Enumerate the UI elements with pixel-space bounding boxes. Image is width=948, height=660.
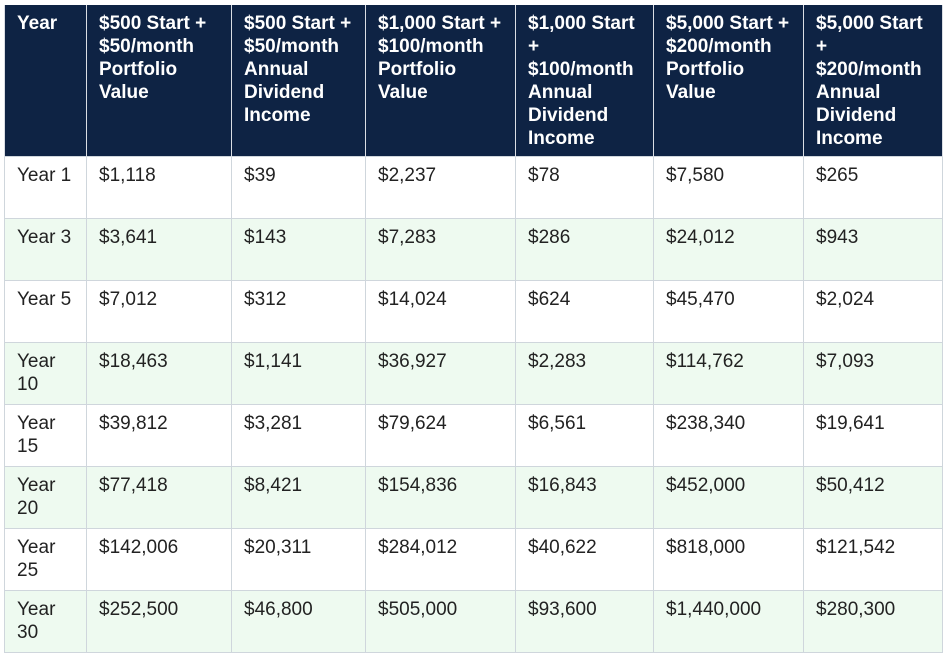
- cell-year: Year 5: [4, 280, 87, 343]
- table-cell: $77,418: [86, 466, 232, 529]
- header-1000-portfolio-value: $1,000 Start + $100/month Portfolio Valu…: [365, 5, 516, 157]
- table-row: Year 25 $142,006 $20,311 $284,012 $40,62…: [4, 528, 943, 591]
- table-cell: $45,470: [653, 280, 804, 343]
- header-1000-annual-dividend-income: $1,000 Start + $100/month Annual Dividen…: [515, 5, 654, 157]
- header-5000-portfolio-value: $5,000 Start + $200/month Portfolio Valu…: [653, 5, 804, 157]
- table-row: Year 15 $39,812 $3,281 $79,624 $6,561 $2…: [4, 404, 943, 467]
- table-cell: $284,012: [365, 528, 516, 591]
- table-cell: $39: [231, 156, 366, 219]
- table-cell: $18,463: [86, 342, 232, 405]
- table-cell: $46,800: [231, 590, 366, 653]
- table-cell: $624: [515, 280, 654, 343]
- table-cell: $1,440,000: [653, 590, 804, 653]
- table-row: Year 30 $252,500 $46,800 $505,000 $93,60…: [4, 590, 943, 653]
- table-cell: $7,283: [365, 218, 516, 281]
- table-cell: $20,311: [231, 528, 366, 591]
- table-cell: $36,927: [365, 342, 516, 405]
- table-cell: $143: [231, 218, 366, 281]
- table-cell: $78: [515, 156, 654, 219]
- cell-year: Year 20: [4, 466, 87, 529]
- table-cell: $2,283: [515, 342, 654, 405]
- header-5000-annual-dividend-income: $5,000 Start + $200/month Annual Dividen…: [803, 5, 943, 157]
- table-cell: $280,300: [803, 590, 943, 653]
- table-cell: $2,237: [365, 156, 516, 219]
- cell-year: Year 25: [4, 528, 87, 591]
- table-row: Year 3 $3,641 $143 $7,283 $286 $24,012 $…: [4, 218, 943, 281]
- table-cell: $265: [803, 156, 943, 219]
- table-cell: $1,141: [231, 342, 366, 405]
- table-cell: $818,000: [653, 528, 804, 591]
- cell-year: Year 3: [4, 218, 87, 281]
- table-row: Year 10 $18,463 $1,141 $36,927 $2,283 $1…: [4, 342, 943, 405]
- dividend-growth-table-container: Year $500 Start + $50/month Portfolio Va…: [4, 5, 943, 657]
- table-cell: $24,012: [653, 218, 804, 281]
- table-cell: $3,641: [86, 218, 232, 281]
- table-cell: $7,012: [86, 280, 232, 343]
- header-500-portfolio-value: $500 Start + $50/month Portfolio Value: [86, 5, 232, 157]
- table-cell: $39,812: [86, 404, 232, 467]
- table-cell: $40,622: [515, 528, 654, 591]
- table-cell: $14,024: [365, 280, 516, 343]
- table-cell: $2,024: [803, 280, 943, 343]
- table-body: Year 1 $1,118 $39 $2,237 $78 $7,580 $265…: [4, 156, 943, 653]
- header-500-annual-dividend-income: $500 Start + $50/month Annual Dividend I…: [231, 5, 366, 157]
- table-cell: $1,118: [86, 156, 232, 219]
- table-cell: $286: [515, 218, 654, 281]
- cell-year: Year 30: [4, 590, 87, 653]
- table-cell: $19,641: [803, 404, 943, 467]
- table-cell: $154,836: [365, 466, 516, 529]
- table-header: Year $500 Start + $50/month Portfolio Va…: [4, 5, 943, 157]
- table-row: Year 20 $77,418 $8,421 $154,836 $16,843 …: [4, 466, 943, 529]
- header-year: Year: [4, 5, 87, 157]
- table-cell: $6,561: [515, 404, 654, 467]
- table-cell: $252,500: [86, 590, 232, 653]
- table-cell: $121,542: [803, 528, 943, 591]
- table-cell: $7,580: [653, 156, 804, 219]
- header-row: Year $500 Start + $50/month Portfolio Va…: [4, 5, 943, 157]
- table-cell: $238,340: [653, 404, 804, 467]
- cell-year: Year 15: [4, 404, 87, 467]
- table-cell: $50,412: [803, 466, 943, 529]
- table-cell: $93,600: [515, 590, 654, 653]
- table-cell: $142,006: [86, 528, 232, 591]
- table-cell: $943: [803, 218, 943, 281]
- cell-year: Year 10: [4, 342, 87, 405]
- table-cell: $8,421: [231, 466, 366, 529]
- table-cell: $16,843: [515, 466, 654, 529]
- table-cell: $505,000: [365, 590, 516, 653]
- table-cell: $312: [231, 280, 366, 343]
- table-cell: $7,093: [803, 342, 943, 405]
- cell-year: Year 1: [4, 156, 87, 219]
- table-cell: $79,624: [365, 404, 516, 467]
- table-cell: $452,000: [653, 466, 804, 529]
- table-row: Year 5 $7,012 $312 $14,024 $624 $45,470 …: [4, 280, 943, 343]
- table-cell: $3,281: [231, 404, 366, 467]
- dividend-growth-table: Year $500 Start + $50/month Portfolio Va…: [4, 5, 943, 653]
- table-cell: $114,762: [653, 342, 804, 405]
- table-row: Year 1 $1,118 $39 $2,237 $78 $7,580 $265: [4, 156, 943, 219]
